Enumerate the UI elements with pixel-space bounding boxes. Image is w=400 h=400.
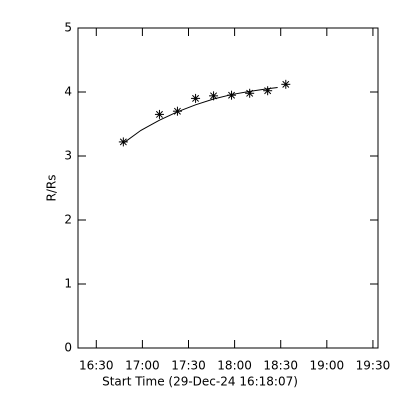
y-tick-label: 1 (64, 277, 72, 291)
asterisk-marker (263, 86, 273, 96)
asterisk-marker (172, 106, 182, 116)
asterisk-stroke (155, 110, 163, 118)
asterisk-stroke (210, 92, 218, 100)
asterisk-marker (209, 91, 219, 101)
plot-frame (77, 27, 379, 349)
y-tick-label: 4 (64, 85, 72, 99)
asterisk-marker (118, 137, 128, 147)
x-tick-label: 17:00 (125, 359, 160, 373)
asterisk-stroke (282, 80, 290, 88)
y-tick-label: 5 (64, 21, 72, 35)
y-tick-label: 2 (64, 213, 72, 227)
asterisk-marker (154, 109, 164, 119)
x-tick-label: 18:00 (217, 359, 252, 373)
x-axis-label: Start Time (29-Dec-24 16:18:07) (102, 375, 298, 389)
x-tick-label: 18:30 (263, 359, 298, 373)
y-tick-label: 0 (64, 341, 72, 355)
y-axis-label: R/Rs (45, 175, 59, 202)
asterisk-marker (191, 93, 201, 103)
asterisk-stroke (192, 94, 200, 102)
x-tick-label: 17:30 (171, 359, 206, 373)
asterisk-stroke (228, 91, 236, 99)
asterisk-marker (245, 88, 255, 98)
x-tick-label: 19:30 (356, 359, 391, 373)
y-tick-label: 3 (64, 149, 72, 163)
x-tick-label: 19:00 (310, 359, 345, 373)
asterisk-marker (281, 79, 291, 89)
fit-line (123, 87, 278, 144)
x-tick-label: 16:30 (79, 359, 114, 373)
asterisk-stroke (119, 138, 127, 146)
